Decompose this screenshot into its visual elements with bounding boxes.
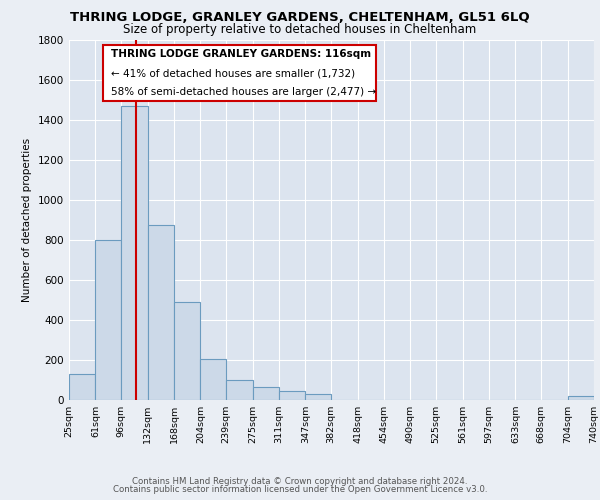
Bar bbox=[148, 225, 174, 400]
Text: THRING LODGE GRANLEY GARDENS: 116sqm: THRING LODGE GRANLEY GARDENS: 116sqm bbox=[111, 49, 371, 59]
FancyBboxPatch shape bbox=[103, 46, 376, 101]
Text: Contains public sector information licensed under the Open Government Licence v3: Contains public sector information licen… bbox=[113, 484, 487, 494]
Bar bbox=[226, 380, 253, 400]
Bar bbox=[305, 394, 331, 400]
Text: 58% of semi-detached houses are larger (2,477) →: 58% of semi-detached houses are larger (… bbox=[111, 87, 376, 97]
Text: Size of property relative to detached houses in Cheltenham: Size of property relative to detached ho… bbox=[124, 22, 476, 36]
Bar bbox=[121, 106, 148, 400]
Text: ← 41% of detached houses are smaller (1,732): ← 41% of detached houses are smaller (1,… bbox=[111, 69, 355, 79]
Bar bbox=[253, 387, 279, 400]
Bar bbox=[69, 374, 95, 400]
Bar bbox=[200, 359, 226, 400]
Bar bbox=[279, 391, 305, 400]
Bar bbox=[95, 240, 121, 400]
Bar bbox=[174, 302, 200, 400]
Y-axis label: Number of detached properties: Number of detached properties bbox=[22, 138, 32, 302]
Bar bbox=[568, 396, 594, 400]
Text: THRING LODGE, GRANLEY GARDENS, CHELTENHAM, GL51 6LQ: THRING LODGE, GRANLEY GARDENS, CHELTENHA… bbox=[70, 11, 530, 24]
Text: Contains HM Land Registry data © Crown copyright and database right 2024.: Contains HM Land Registry data © Crown c… bbox=[132, 477, 468, 486]
